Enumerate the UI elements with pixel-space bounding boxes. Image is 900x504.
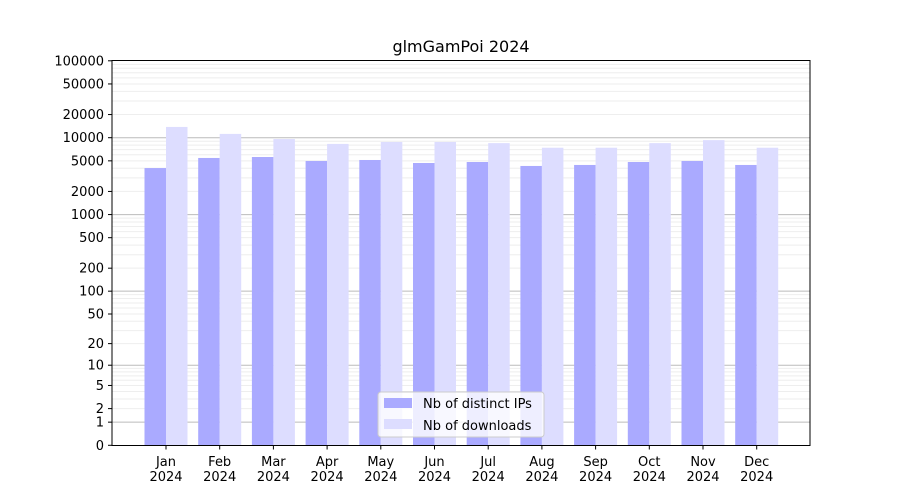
x-tick-label: May 2024 [364,455,397,485]
bar-downloads [649,143,671,446]
y-tick-label: 1 [96,416,104,431]
x-tick-label: Sep 2024 [579,455,612,485]
x-tick-label: Jan 2024 [149,455,182,485]
bar-downloads [541,147,564,446]
bar-downloads [434,141,456,446]
bar-distinct-ips [144,168,166,446]
y-tick-label: 10 [87,359,104,374]
bar-distinct-ips [627,161,650,446]
bar-distinct-ips [574,164,596,446]
legend-label-downloads: Nb of downloads [423,419,532,434]
bar-distinct-ips [681,160,703,446]
bar-distinct-ips [413,162,435,446]
x-tick-label: Dec 2024 [740,455,773,485]
bar-downloads [595,147,618,446]
bar-downloads [327,143,349,446]
bar-distinct-ips [520,165,542,446]
legend-swatch-ips [384,398,412,408]
bar-distinct-ips [359,159,381,446]
y-tick-label: 100 [79,285,104,300]
y-tick-label: 20 [87,337,104,352]
bar-downloads [273,139,295,446]
x-tick-label: Feb 2024 [203,455,236,485]
bar-distinct-ips [305,160,328,446]
y-tick-label: 2000 [71,185,104,200]
bar-downloads [219,133,242,446]
y-tick-label: 1000 [71,208,104,223]
legend-label-ips: Nb of distinct IPs [423,397,532,412]
bar-distinct-ips [466,161,489,446]
chart-title: glmGamPoi 2024 [392,37,529,56]
y-tick-label: 500 [79,231,104,246]
bar-distinct-ips [251,156,274,446]
plot-frame [111,60,811,446]
x-tick-label: Jul 2024 [472,455,505,485]
y-tick-label: 20000 [63,108,104,123]
x-tick-label: Nov 2024 [686,455,719,485]
y-tick-label: 2 [96,402,104,417]
bar-distinct-ips [735,164,757,446]
y-tick-label: 10000 [63,131,104,146]
y-tick-label: 100000 [54,54,104,69]
bar-distinct-ips [198,157,220,446]
y-tick-label: 200 [79,262,104,277]
x-tick-label: Aug 2024 [525,455,558,485]
y-tick-label: 50 [87,307,104,322]
y-tick-label: 50000 [63,77,104,92]
x-tick-label: Apr 2024 [311,455,344,485]
bar-downloads [756,147,779,446]
y-tick-label: 5 [96,379,104,394]
bar-downloads [703,140,725,446]
x-tick-label: Mar 2024 [257,455,290,485]
y-tick-label: 0 [96,439,104,454]
x-tick-label: Jun 2024 [418,455,451,485]
bar-downloads [488,143,510,446]
bar-downloads [380,141,403,446]
legend-swatch-downloads [384,419,412,429]
legend: Nb of distinct IPs Nb of downloads [377,391,545,438]
y-tick-label: 5000 [71,154,104,169]
x-tick-label: Oct 2024 [633,455,666,485]
bar-downloads [166,126,188,446]
